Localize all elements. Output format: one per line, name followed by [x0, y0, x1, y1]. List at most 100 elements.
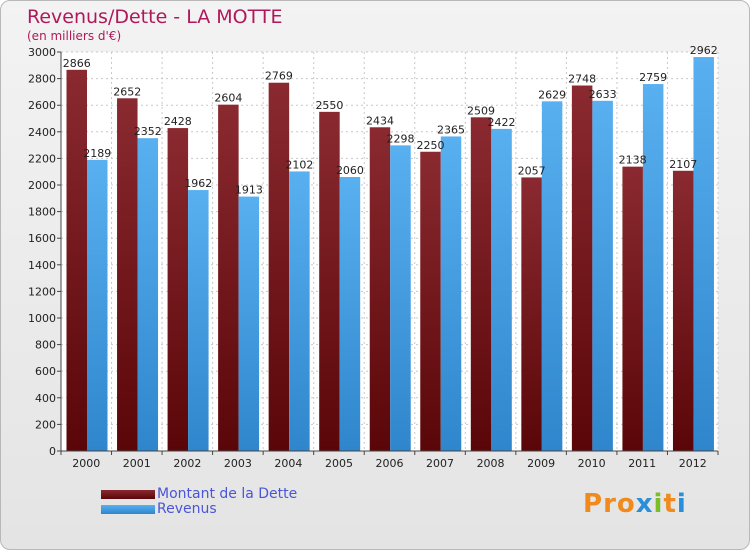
y-tick-label: 2600 [28, 99, 56, 112]
data-label-dette: 2509 [467, 104, 495, 117]
logo-letter: r [603, 489, 617, 519]
bar-revenus [137, 138, 159, 451]
legend-label-revenus: Revenus [157, 501, 217, 517]
data-label-revenus: 2759 [639, 71, 667, 84]
y-tick-label: 1000 [28, 312, 56, 325]
bar-dette [470, 117, 492, 451]
bar-revenus [491, 128, 512, 451]
data-label-revenus: 1913 [235, 184, 263, 197]
data-label-revenus: 2352 [134, 125, 162, 138]
chart-title: Revenus/Dette - LA MOTTE [27, 6, 283, 28]
data-label-dette: 2138 [619, 154, 647, 167]
x-tick-label: 2009 [527, 457, 555, 470]
data-label-revenus: 2962 [690, 44, 718, 57]
bar-dette [268, 82, 290, 452]
chart-subtitle: (en milliers d'€) [27, 29, 122, 43]
bar-revenus [440, 136, 462, 451]
data-label-dette: 2604 [214, 92, 242, 105]
y-tick-label: 800 [35, 339, 56, 352]
data-label-dette: 2434 [366, 114, 394, 127]
data-label-revenus: 2422 [488, 116, 516, 129]
bar-dette [319, 111, 340, 451]
y-tick-label: 1400 [28, 259, 56, 272]
logo-letter: i [653, 489, 664, 519]
data-label-revenus: 2298 [386, 132, 414, 145]
x-tick-label: 2002 [173, 457, 201, 470]
x-tick-label: 2006 [376, 457, 404, 470]
x-tick-label: 2012 [679, 457, 707, 470]
bar-dette [571, 85, 593, 452]
x-tick-label: 2004 [274, 457, 302, 470]
x-tick-label: 2010 [578, 457, 606, 470]
bar-layer [66, 57, 714, 452]
y-tick-label: 2400 [28, 126, 56, 139]
x-tick-label: 2001 [123, 457, 151, 470]
data-label-dette: 2550 [315, 99, 343, 112]
y-tick-label: 400 [35, 392, 56, 405]
legend-swatch-dette [101, 490, 155, 499]
logo-letter: i [676, 489, 687, 519]
legend-swatch-revenus [101, 505, 155, 514]
data-label-revenus: 2629 [538, 88, 566, 101]
y-tick-label: 2800 [28, 73, 56, 86]
x-tick-label: 2003 [224, 457, 252, 470]
legend-label-dette: Montant de la Dette [157, 486, 298, 502]
data-label-revenus: 2189 [83, 147, 111, 160]
bar-revenus [188, 190, 209, 451]
y-tick-label: 2000 [28, 179, 56, 192]
y-tick-label: 200 [35, 418, 56, 431]
axis-layer: 0 200 400 600 800 1000 1200 1400 1600 1800 2000 220… [28, 46, 719, 470]
data-label-revenus: 2633 [589, 88, 617, 101]
data-label-revenus: 2365 [437, 123, 465, 136]
bar-revenus [693, 57, 714, 451]
x-tick-label: 2008 [477, 457, 505, 470]
bar-dette [622, 166, 643, 451]
data-label-dette: 2057 [518, 164, 546, 177]
data-label-dette: 2107 [669, 158, 697, 171]
data-label-revenus: 2102 [285, 158, 313, 171]
proxiti-logo[interactable]: Proxiti [583, 489, 687, 519]
bar-dette [167, 128, 189, 451]
y-tick-label: 0 [49, 445, 56, 458]
bar-revenus [289, 171, 310, 451]
x-tick-label: 2007 [426, 457, 454, 470]
bar-dette [521, 177, 542, 451]
bar-dette [218, 104, 239, 451]
logo-letter: t [663, 489, 677, 519]
logo-letter: o [616, 489, 636, 519]
bar-revenus [87, 159, 108, 451]
y-tick-label: 2200 [28, 152, 56, 165]
bar-dette [117, 98, 138, 451]
y-tick-label: 1600 [28, 232, 56, 245]
y-tick-label: 3000 [28, 46, 56, 59]
data-label-dette: 2652 [113, 85, 141, 98]
data-label-revenus: 2060 [336, 164, 364, 177]
logo-letter: P [583, 489, 604, 519]
bar-dette [420, 151, 441, 451]
bar-dette [66, 69, 87, 452]
y-tick-label: 600 [35, 365, 56, 378]
bar-revenus [642, 84, 664, 451]
y-tick-label: 1200 [28, 285, 56, 298]
y-tick-label: 1800 [28, 206, 56, 219]
bar-revenus [339, 177, 361, 451]
x-tick-label: 2011 [628, 457, 656, 470]
data-label-dette: 2769 [265, 70, 293, 83]
x-tick-label: 2000 [72, 457, 100, 470]
data-label-dette: 2866 [63, 57, 91, 70]
bar-dette [672, 170, 694, 452]
data-label-dette: 2250 [417, 139, 445, 152]
data-label-revenus: 1962 [184, 177, 212, 190]
bar-revenus [390, 145, 411, 451]
bar-revenus [238, 196, 260, 451]
bar-revenus [592, 100, 613, 451]
logo-letter: x [635, 489, 654, 519]
data-label-dette: 2428 [164, 115, 192, 128]
bar-revenus [541, 101, 563, 451]
x-tick-label: 2005 [325, 457, 353, 470]
bar-dette [369, 127, 391, 451]
data-label-dette: 2748 [568, 73, 596, 86]
